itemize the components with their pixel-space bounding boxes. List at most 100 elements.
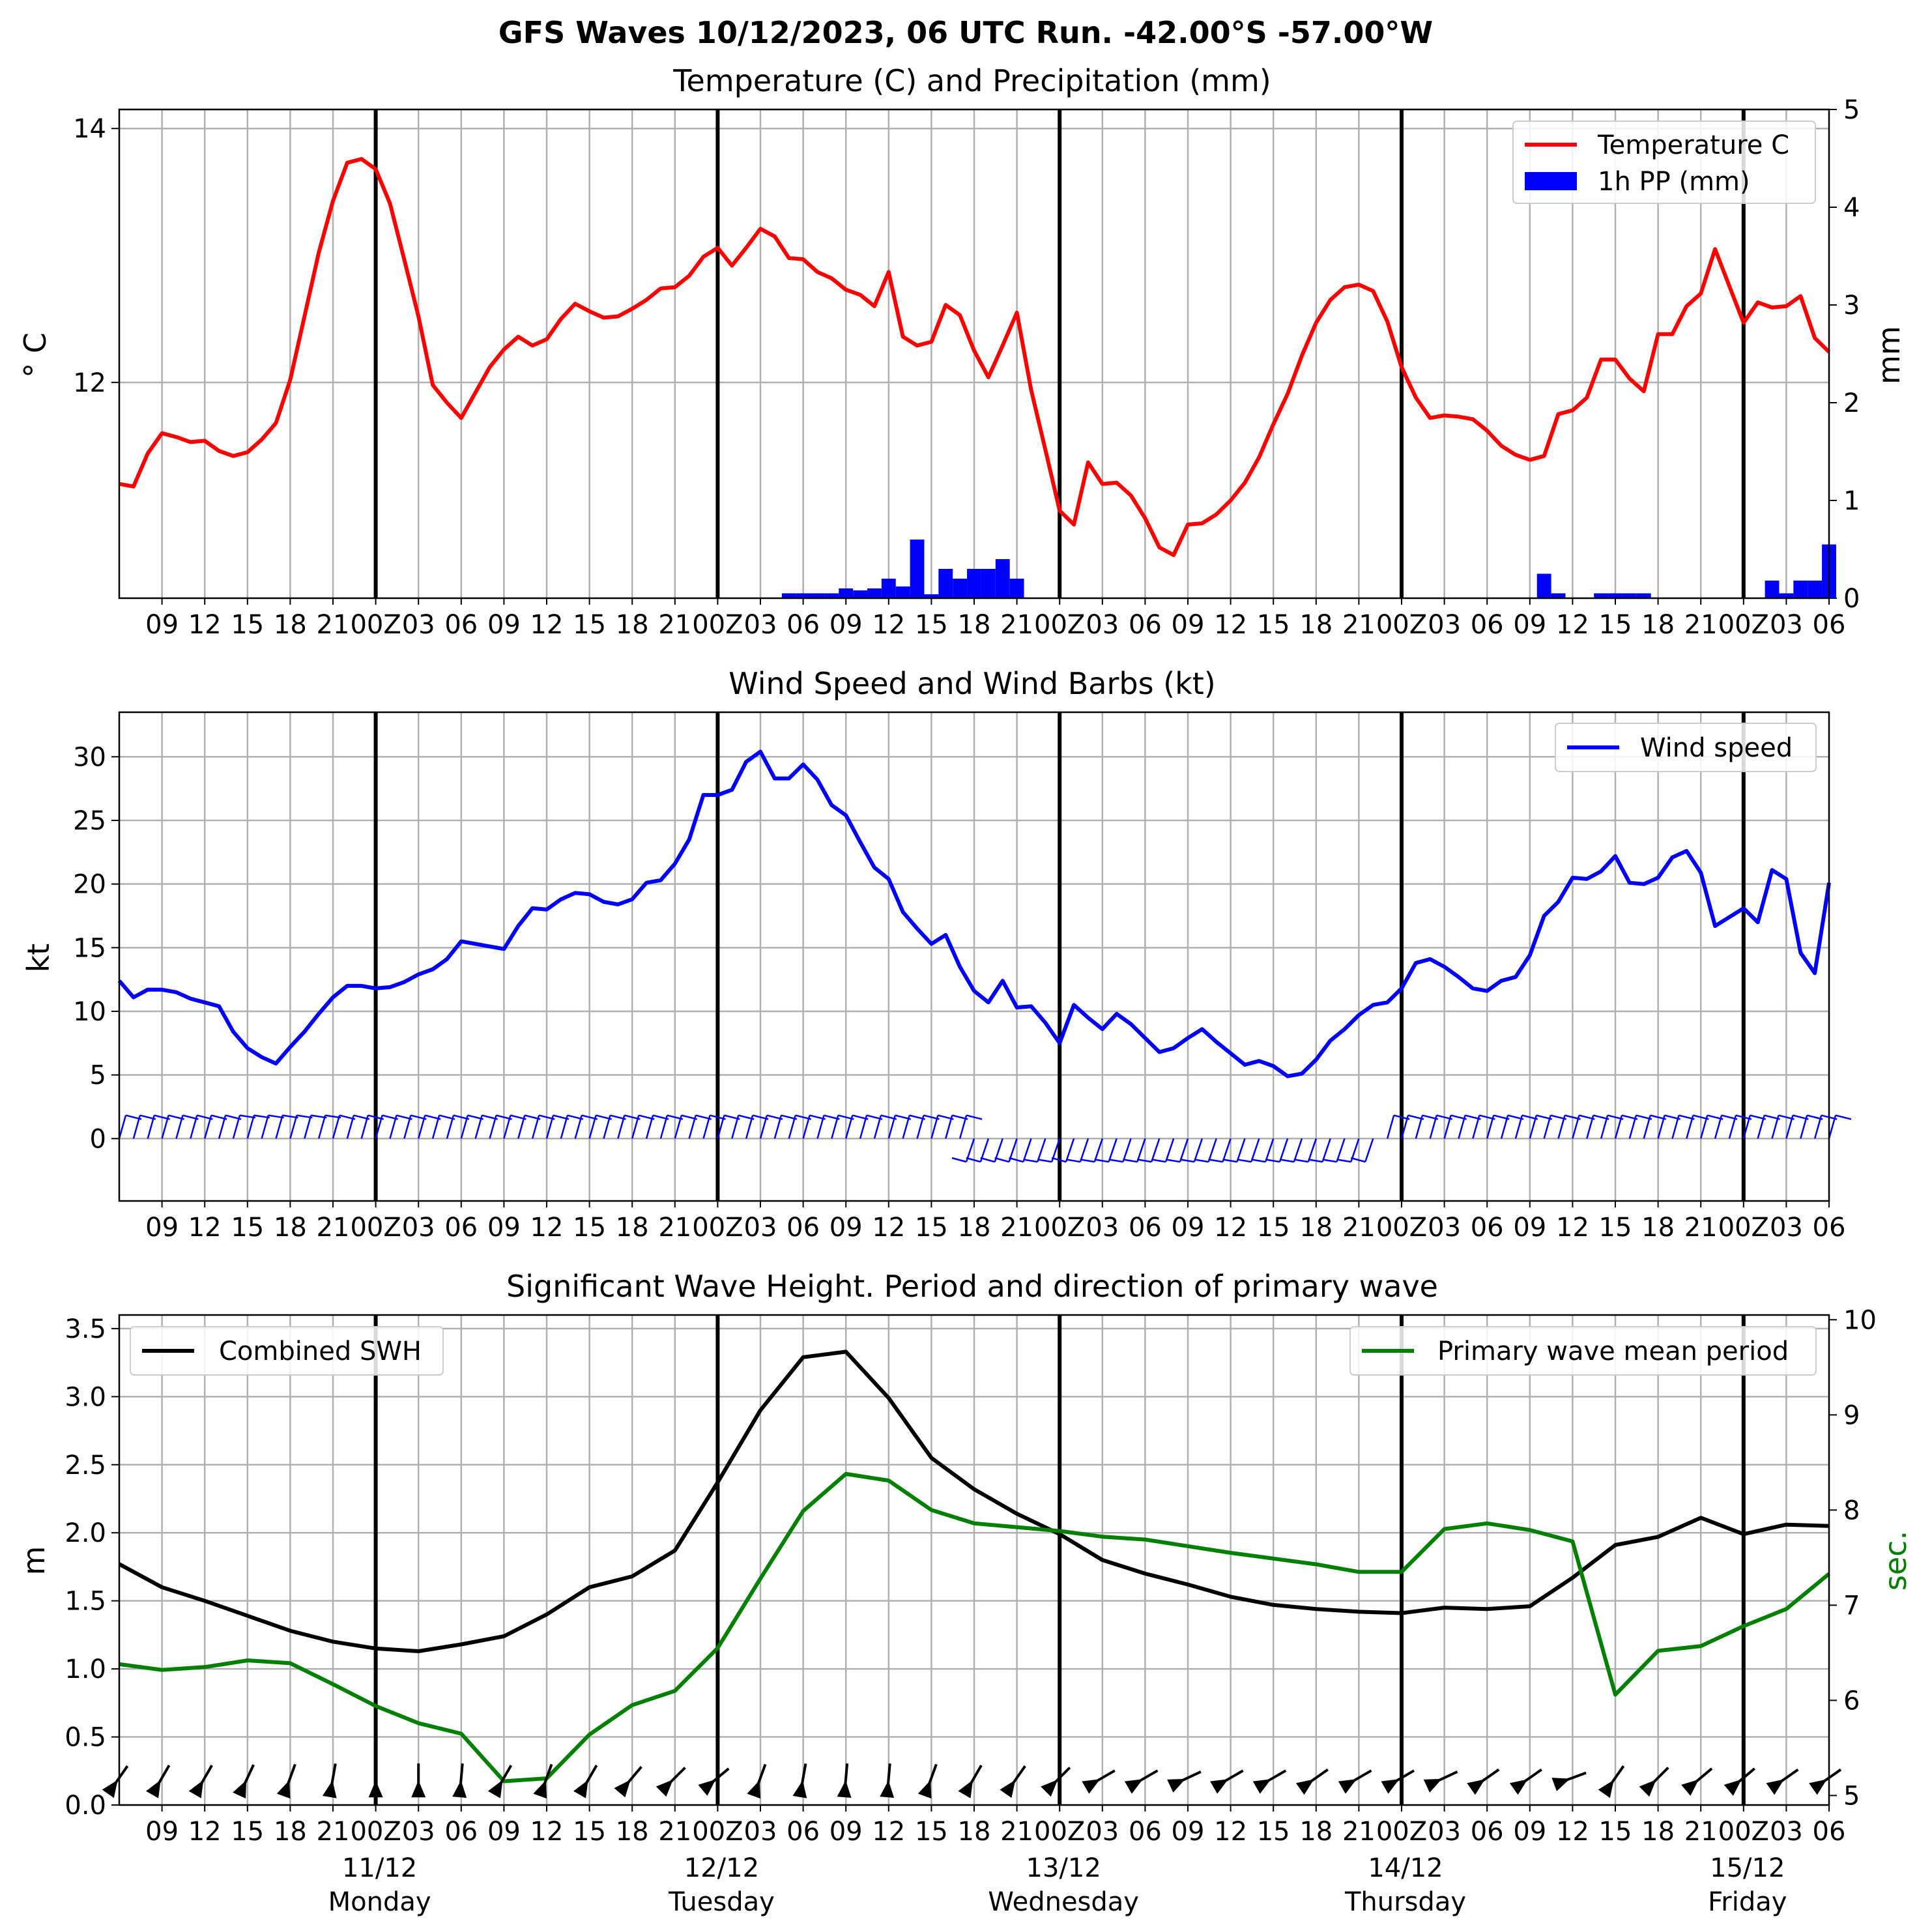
x-tick-label: 18 bbox=[616, 610, 649, 640]
x-tick-label: 21 bbox=[1684, 610, 1718, 640]
wind-barb-flag bbox=[1009, 1157, 1024, 1163]
x-tick-label: 09 bbox=[1172, 610, 1205, 640]
wind-barb-staff bbox=[603, 1115, 611, 1139]
x-tick-label: 15 bbox=[1599, 1817, 1632, 1847]
wind-barb-staff bbox=[574, 1115, 583, 1139]
period-line bbox=[119, 1471, 1830, 1784]
wind-barb-staff bbox=[1557, 1115, 1566, 1139]
wave-direction-arrow bbox=[487, 1765, 513, 1798]
x-tick-label: 03 bbox=[1086, 1817, 1119, 1847]
y-tick-label: 1.0 bbox=[65, 1654, 106, 1684]
precip-bar bbox=[1536, 573, 1551, 598]
wind-barb-staff bbox=[930, 1115, 939, 1139]
wave-direction-arrow bbox=[1210, 1769, 1244, 1794]
wave-direction-arrow bbox=[1639, 1767, 1669, 1797]
arrow-head bbox=[1423, 1778, 1442, 1793]
wind-barb-staff bbox=[1699, 1115, 1709, 1139]
arrow-head bbox=[1338, 1779, 1357, 1794]
precip-bar bbox=[1765, 581, 1780, 598]
wind-barb-flag bbox=[1080, 1159, 1095, 1163]
swh-line bbox=[118, 1350, 1830, 1653]
y-right-tick-label: 8 bbox=[1843, 1495, 1860, 1525]
wind-barb-staff bbox=[275, 1115, 283, 1139]
wind-barb-flag bbox=[1023, 1159, 1038, 1163]
wind-barb-staff bbox=[1321, 1138, 1331, 1163]
wind-barb-staff bbox=[1207, 1138, 1217, 1163]
wind-barb-staff bbox=[1151, 1138, 1161, 1163]
wind-barb-staff bbox=[1022, 1138, 1032, 1163]
arrow-head bbox=[452, 1780, 467, 1798]
wind-barb-flag bbox=[994, 1157, 1009, 1163]
panel2-ylabel: kt bbox=[21, 944, 56, 973]
y-right-tick-label: 7 bbox=[1843, 1591, 1860, 1621]
wind-barb-staff bbox=[659, 1115, 669, 1139]
x-tick-label: 06 bbox=[1813, 1213, 1846, 1243]
arrow-head bbox=[1252, 1779, 1271, 1794]
x-tick-label: 15 bbox=[1257, 1817, 1290, 1847]
x-tick-label: 09 bbox=[1172, 1817, 1205, 1847]
x-tick-label: 03 bbox=[744, 610, 777, 640]
precip-bar bbox=[924, 594, 939, 598]
x-tick-label: 03 bbox=[744, 1213, 777, 1243]
x-tick-label: 06 bbox=[1813, 1817, 1846, 1847]
legend-precip-swatch bbox=[1525, 172, 1577, 190]
wind-barb-staff bbox=[1771, 1115, 1780, 1139]
wave-direction-arrow bbox=[1295, 1768, 1329, 1795]
x-tick-label: 21 bbox=[317, 610, 350, 640]
wind-barb-staff bbox=[1614, 1115, 1623, 1139]
x-tick-label: 15 bbox=[1599, 1213, 1632, 1243]
wind-barb-staff bbox=[1386, 1115, 1395, 1139]
x-tick-label: 12 bbox=[1214, 610, 1247, 640]
arrow-head bbox=[1467, 1779, 1485, 1795]
x-tick-label: 09 bbox=[1513, 1213, 1546, 1243]
x-tick-label: 12 bbox=[872, 1213, 905, 1243]
wind-barb-staff bbox=[460, 1115, 469, 1139]
wave-direction-arrow bbox=[411, 1763, 426, 1798]
figure-suptitle: GFS Waves 10/12/2023, 06 UTC Run. -42.00… bbox=[498, 15, 1433, 50]
x-tick-label: 12 bbox=[1556, 1817, 1589, 1847]
day-weekday-label: Monday bbox=[328, 1887, 431, 1917]
x-tick-label: 15 bbox=[1257, 1213, 1290, 1243]
precip-bar bbox=[1779, 593, 1794, 598]
arrow-head bbox=[747, 1780, 761, 1799]
x-tick-label: 18 bbox=[616, 1213, 649, 1243]
x-tick-label: 00Z bbox=[1718, 610, 1769, 640]
wave-panel: 0.0 0.5 1.0 1.5 2.0 2.5 3.0 3.5 5 6 7 8 9 10 09 12 15 18 2… bbox=[65, 1305, 1877, 1917]
wind-barb-staff bbox=[688, 1115, 697, 1139]
x-tick-label: 00Z bbox=[1376, 1213, 1427, 1243]
x-tick-label: 21 bbox=[658, 1213, 691, 1243]
wave-direction-arrow bbox=[276, 1763, 296, 1799]
x-tick-label: 12 bbox=[1556, 1213, 1589, 1243]
wind-barb-staff bbox=[588, 1115, 597, 1139]
y-tick-label: 5 bbox=[90, 1061, 106, 1091]
x-tick-label: 06 bbox=[786, 1213, 820, 1243]
wind-barb-staff bbox=[1657, 1115, 1665, 1139]
wind-barb-staff bbox=[1336, 1138, 1346, 1163]
x-tick-label: 18 bbox=[274, 610, 307, 640]
wind-barb-staff bbox=[859, 1115, 868, 1139]
y-tick-label: 12 bbox=[73, 368, 106, 398]
wave-direction-arrow bbox=[1509, 1768, 1542, 1795]
wind-barb-flag bbox=[1208, 1159, 1223, 1163]
arrow-head bbox=[146, 1780, 161, 1798]
wind-barb-flag bbox=[1279, 1159, 1295, 1163]
panel3-title: Significant Wave Height. Period and dire… bbox=[506, 1269, 1438, 1304]
x-tick-label: 09 bbox=[145, 1817, 179, 1847]
wind-barb-staff bbox=[1828, 1115, 1837, 1139]
wind-barb-staff bbox=[232, 1115, 241, 1139]
wind-barb-flag bbox=[951, 1157, 967, 1163]
x-tick-label: 09 bbox=[829, 610, 863, 640]
y-tick-label: 10 bbox=[73, 997, 106, 1027]
arrow-head bbox=[1381, 1779, 1400, 1794]
precip-bar bbox=[839, 588, 854, 598]
arrow-head bbox=[698, 1779, 716, 1796]
wind-barb-staff bbox=[959, 1115, 968, 1139]
x-tick-label: 21 bbox=[317, 1213, 350, 1243]
wave-direction-arrow bbox=[1766, 1768, 1799, 1795]
y-tick-label: 0.0 bbox=[65, 1791, 106, 1821]
x-tick-label: 03 bbox=[1428, 1817, 1461, 1847]
x-tick-label: 06 bbox=[1813, 610, 1846, 640]
precip-bar bbox=[824, 593, 839, 598]
wind-barb-staff bbox=[731, 1115, 740, 1139]
